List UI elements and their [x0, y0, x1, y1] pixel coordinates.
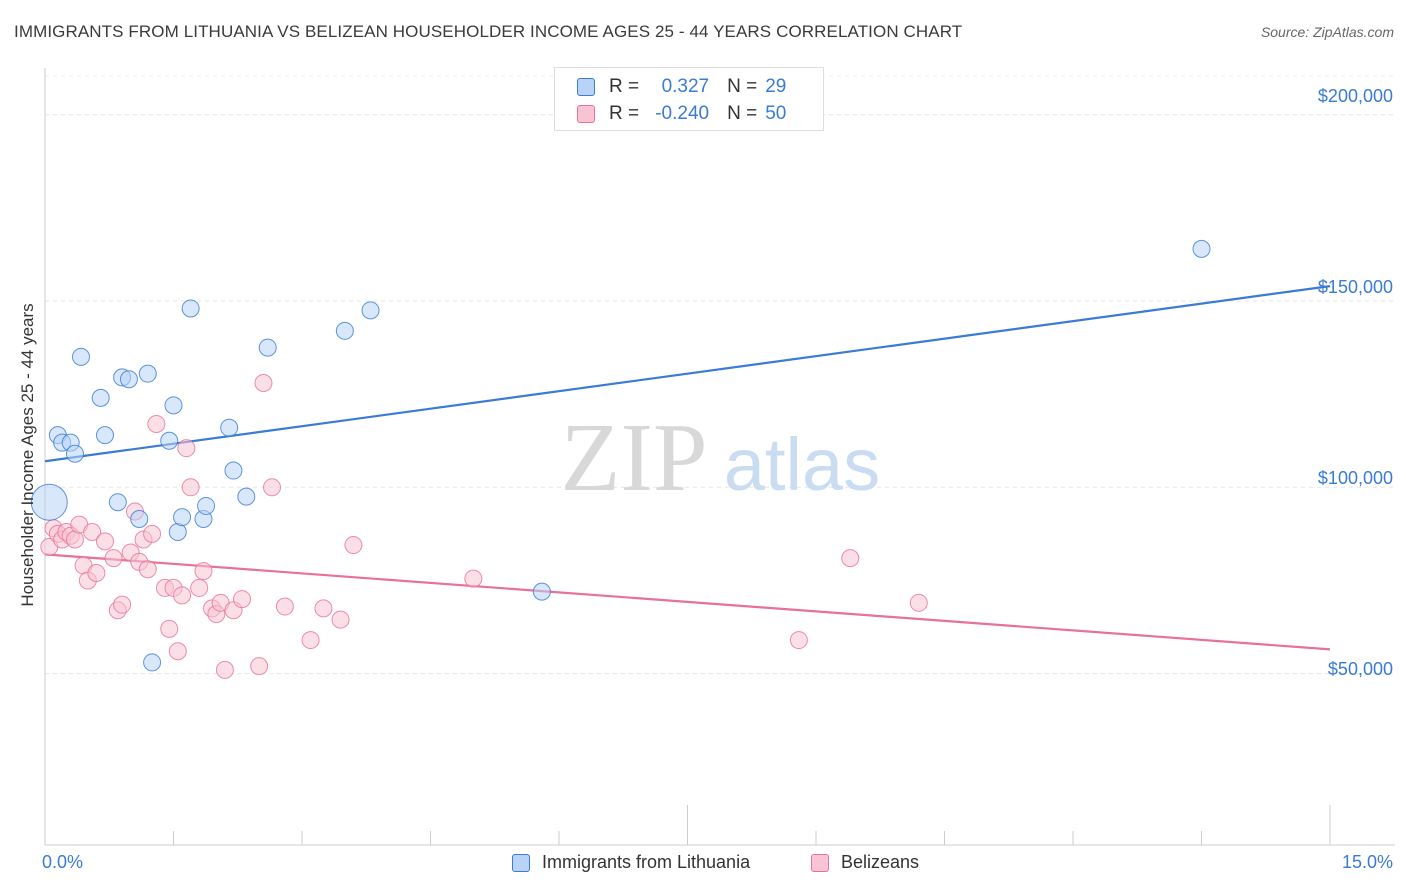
data-point-belizean	[301, 631, 320, 650]
data-point-belizean	[331, 610, 350, 629]
data-point-lithuania	[335, 321, 354, 340]
data-points	[30, 239, 1211, 679]
y-tick-100000: $100,000	[1317, 468, 1393, 488]
data-point-belizean	[909, 593, 928, 612]
data-point-lithuania	[237, 487, 256, 506]
legend-n-value: 29	[765, 76, 787, 97]
axes	[44, 68, 1395, 846]
data-point-belizean	[104, 549, 123, 568]
data-point-belizean	[95, 532, 114, 551]
data-point-lithuania	[220, 418, 239, 437]
data-point-belizean	[194, 562, 213, 581]
data-point-belizean	[181, 478, 200, 497]
data-point-lithuania	[168, 523, 187, 542]
legend-n-label: N =	[727, 76, 758, 97]
data-point-lithuania	[65, 444, 84, 463]
data-point-belizean	[83, 523, 102, 542]
data-point-belizean	[113, 595, 132, 614]
legend-row-belizean: R = -0.240 N = 50	[577, 102, 786, 126]
data-point-lithuania	[71, 347, 90, 366]
x-tick-min: 0.0%	[42, 852, 84, 872]
data-point-lithuania	[91, 388, 110, 407]
bottom-legend-swatch-blue	[512, 853, 530, 872]
bottom-legend-lithuania: Immigrants from Lithuania	[512, 852, 750, 873]
legend-r-value: 0.327	[661, 76, 710, 97]
data-point-belizean	[138, 560, 157, 579]
trend-lines	[44, 285, 1331, 651]
data-point-belizean	[147, 414, 166, 433]
data-point-lithuania	[119, 370, 138, 389]
y-axis-label: Householder Income Ages 25 - 44 years	[18, 303, 37, 607]
data-point-belizean	[143, 524, 162, 543]
legend-swatch-blue	[577, 78, 595, 96]
legend-r-label: R =	[609, 76, 640, 97]
bottom-legend-label: Immigrants from Lithuania	[542, 852, 751, 872]
data-point-lithuania	[197, 496, 216, 515]
data-point-belizean	[263, 478, 282, 497]
data-point-belizean	[789, 631, 808, 650]
trend-line-lithuania	[44, 285, 1331, 463]
trend-line-belizean	[44, 553, 1331, 651]
legend-n-label: N =	[727, 103, 758, 124]
y-tick-150000: $150,000	[1317, 277, 1393, 297]
data-point-belizean	[464, 569, 483, 588]
y-tick-50000: $50,000	[1327, 659, 1393, 679]
data-point-belizean	[177, 439, 196, 458]
bottom-legend-swatch-pink	[811, 853, 829, 872]
legend-r-label: R =	[609, 103, 640, 124]
legend-r-value: -0.240	[655, 103, 710, 124]
data-point-lithuania	[108, 493, 127, 512]
source-label: Source: ZipAtlas.com	[1260, 24, 1394, 40]
data-point-belizean	[250, 657, 269, 676]
data-point-lithuania	[173, 508, 192, 527]
legend-row-lithuania: R = 0.327 N = 29	[577, 75, 786, 99]
watermark-zip: ZIP	[561, 404, 708, 512]
y-tick-200000: $200,000	[1317, 86, 1393, 106]
bottom-legend-belizeans: Belizeans	[811, 852, 919, 873]
watermark: ZIP atlas	[561, 404, 881, 512]
bottom-legend-label: Belizeans	[841, 852, 920, 872]
data-point-lithuania	[258, 338, 277, 357]
data-point-belizean	[173, 586, 192, 605]
legend-n-value: 50	[765, 103, 787, 124]
data-point-lithuania	[164, 396, 183, 415]
legend-swatch-pink	[577, 105, 595, 123]
chart-title: IMMIGRANTS FROM LITHUANIA VS BELIZEAN HO…	[14, 22, 963, 41]
data-point-lithuania	[138, 364, 157, 383]
data-point-belizean	[168, 642, 187, 661]
data-point-lithuania	[95, 426, 114, 445]
data-point-belizean	[233, 590, 252, 609]
data-point-belizean	[275, 597, 294, 616]
watermark-atlas: atlas	[724, 423, 880, 506]
data-point-belizean	[254, 373, 273, 392]
data-point-belizean	[314, 599, 333, 618]
data-point-lithuania	[361, 301, 380, 320]
data-point-lithuania	[143, 653, 162, 672]
data-point-belizean	[190, 578, 209, 597]
data-point-belizean	[87, 564, 106, 583]
correlation-legend: R = 0.327 N = 29 R = -0.240 N = 50	[554, 67, 824, 131]
data-point-belizean	[215, 660, 234, 679]
gridlines	[45, 75, 1395, 675]
data-point-lithuania	[224, 461, 243, 480]
data-point-lithuania	[130, 509, 149, 528]
data-point-belizean	[160, 619, 179, 638]
data-point-lithuania	[160, 431, 179, 450]
data-point-lithuania	[181, 299, 200, 318]
data-point-lithuania	[532, 582, 551, 601]
data-point-lithuania	[30, 483, 68, 521]
data-point-belizean	[344, 536, 363, 555]
data-point-belizean	[841, 549, 860, 568]
data-point-belizean	[65, 530, 84, 549]
x-tick-max: 15.0%	[1341, 852, 1393, 872]
data-point-lithuania	[1192, 239, 1211, 258]
